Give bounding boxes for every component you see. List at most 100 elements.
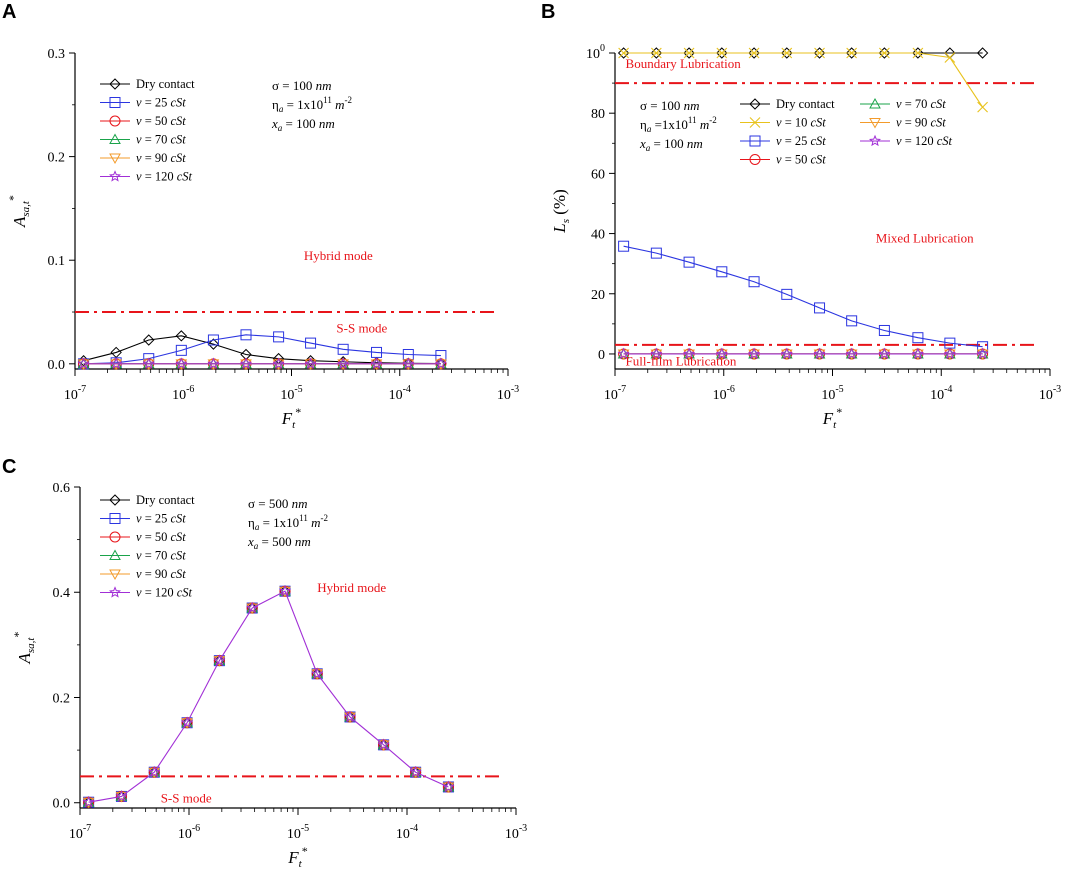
panel-a-point-v120	[402, 357, 415, 369]
panel-a-param-text: ηa = 1x1011 m-2	[272, 95, 352, 114]
panel-b-point-v120	[780, 347, 793, 360]
panel-a-point-v25	[175, 344, 187, 356]
panel-c-point-v120	[246, 601, 259, 614]
panel-b-point-v25	[618, 240, 630, 252]
panel-c-param-text: xa = 500 nm	[247, 534, 311, 551]
panel-b-point-v10	[748, 47, 760, 59]
panel-a-point-dry	[175, 330, 188, 342]
panel-a-legend-label-v120: v = 120 cSt	[136, 170, 193, 184]
panel-c-y-tick-label: 0.4	[53, 586, 71, 601]
panel-b-legend-label-dry: Dry contact	[776, 97, 835, 111]
panel-b-param-text: σ = 100 nm	[640, 98, 699, 113]
panel-c-point-v120	[311, 667, 324, 679]
panel-a-legend-marker-v70	[109, 133, 121, 144]
panel-c-legend-marker-dry	[109, 494, 121, 506]
panel-a-x-axis-label: Ft*	[281, 405, 301, 431]
panel-b-point-v120	[715, 347, 728, 360]
panel-b-point-dry	[976, 47, 989, 59]
panel-a-point-v25	[337, 343, 349, 355]
panel-a-legend-label-dry: Dry contact	[136, 77, 195, 91]
panel-b-legend-marker-v120	[869, 134, 881, 147]
panel-b-point-v120	[878, 347, 891, 360]
panel-b-mode-annotation: Mixed Lubrication	[876, 231, 974, 246]
panel-b-legend-marker-v70	[869, 97, 881, 109]
panel-a-mode-annotation: S-S mode	[336, 321, 387, 336]
panel-c-legend-marker-v70	[109, 549, 121, 560]
panel-c-series-line-v120	[88, 590, 449, 803]
panel-b-x-tick-label: 10-3	[1039, 384, 1061, 403]
panel-b-point-v120	[813, 347, 826, 360]
panel-c-y-tick-label: 0.6	[53, 481, 71, 496]
panel-c-y-tick-label: 0.2	[53, 691, 71, 706]
panel-a-point-v25	[305, 337, 317, 349]
panel-b-x-tick-label: 10-7	[604, 384, 626, 403]
panel-b-point-v25	[878, 324, 890, 336]
panel-b-point-v25	[650, 247, 662, 259]
panel-c-x-axis-label: Ft*	[287, 844, 307, 870]
panel-b-point-v10	[878, 47, 890, 59]
panel-c-legend-label-v90: v = 90 cSt	[136, 567, 186, 581]
panel-c-legend-marker-v120	[109, 586, 121, 598]
panel-b-point-v120	[748, 347, 761, 360]
panel-b-y-tick-label: 80	[591, 107, 605, 122]
panel-label-c: C	[2, 456, 16, 478]
panel-b-point-v10	[814, 47, 825, 59]
panel-b-point-v25	[781, 288, 793, 300]
panel-b-legend-marker-v10	[749, 117, 761, 128]
panel-a-legend-label-v70: v = 70 cSt	[136, 133, 186, 147]
panel-c-point-v120	[115, 790, 128, 802]
panel-b-y-tick-label: 0	[598, 348, 605, 363]
panel-b-x-tick-label: 10-5	[821, 384, 843, 403]
panel-label-a: A	[2, 1, 16, 23]
panel-b-point-v120	[976, 347, 989, 360]
panel-b-param-text: ηa =1x1011 m-2	[640, 115, 717, 134]
panel-b-chart: 10-7 10-6 10-5 10-4 10-3 0 20 40 60 80 100 Ft* Ls (%…	[550, 43, 1061, 431]
panel-c-legend-marker-v90	[109, 569, 121, 581]
panel-b-param-text: xa = 100 nm	[639, 136, 703, 153]
panel-b-point-v10	[650, 47, 662, 59]
panel-b-point-dry	[683, 47, 695, 59]
panel-b-y-axis-label: Ls (%)	[550, 189, 572, 233]
panel-b-legend-marker-v50	[749, 154, 761, 165]
panel-b-point-v25	[683, 256, 695, 268]
panel-a-y-tick-label: 0.3	[48, 47, 66, 62]
panel-b-point-v120	[943, 347, 956, 360]
panel-a-point-v25	[207, 334, 219, 346]
panel-a-legend-marker-dry	[109, 78, 121, 90]
panel-b-mode-annotation: Full-film Lubrication	[626, 353, 737, 368]
panel-b-x-tick-label: 10-6	[713, 384, 735, 403]
panel-b-series-line-v10	[623, 52, 984, 108]
panel-b-point-dry	[716, 47, 728, 59]
panel-b-point-v10	[716, 47, 728, 59]
panel-c-y-axis-label: Asa,t*	[11, 632, 37, 665]
panel-b-point-dry	[912, 47, 924, 59]
panel-a-legend-marker-v90	[109, 153, 121, 165]
panel-a-legend-label-v25: v = 25 cSt	[136, 96, 186, 110]
panel-c-point-v120	[442, 780, 455, 793]
panel-b-point-v25	[977, 341, 989, 353]
panel-a-chart: 10-7 10-6 10-5 10-4 10-3 0.0 0.1 0.2 0.3 Ft* Asa,t…	[6, 47, 519, 431]
panel-c-mode-annotation: S-S mode	[161, 791, 212, 806]
panel-c-legend-label-v25: v = 25 cSt	[136, 512, 186, 526]
panel-c-point-v120	[279, 584, 291, 597]
panel-b-x-tick-label: 10-4	[930, 384, 952, 403]
panel-c-point-v120	[181, 716, 194, 728]
panel-c-x-tick-label: 10-7	[69, 823, 91, 842]
panel-a-legend-label-v90: v = 90 cSt	[136, 151, 186, 165]
panel-a-point-v25	[240, 329, 252, 341]
panel-b-legend-marker-v25	[749, 135, 761, 147]
panel-c-chart: 10-7 10-6 10-5 10-4 10-3 0.0 0.2 0.4 0.6 Ft* Asa,t…	[11, 481, 527, 870]
panel-b-point-dry	[813, 47, 826, 59]
panel-b-point-v10	[977, 101, 988, 113]
panel-b-legend-marker-v90	[869, 118, 881, 129]
panel-b-point-v10	[683, 47, 695, 59]
panel-a-point-v120	[370, 357, 383, 369]
panel-a-point-dry	[143, 334, 155, 346]
panel-b-legend-label-v70: v = 70 cSt	[896, 97, 946, 111]
panel-a-point-v25	[273, 331, 285, 343]
panel-b-point-dry	[617, 47, 630, 59]
panel-a-legend-label-v50: v = 50 cSt	[136, 114, 186, 128]
panel-a-mode-annotation: Hybrid mode	[304, 248, 373, 263]
panel-a-y-tick-label: 0.1	[48, 254, 66, 269]
